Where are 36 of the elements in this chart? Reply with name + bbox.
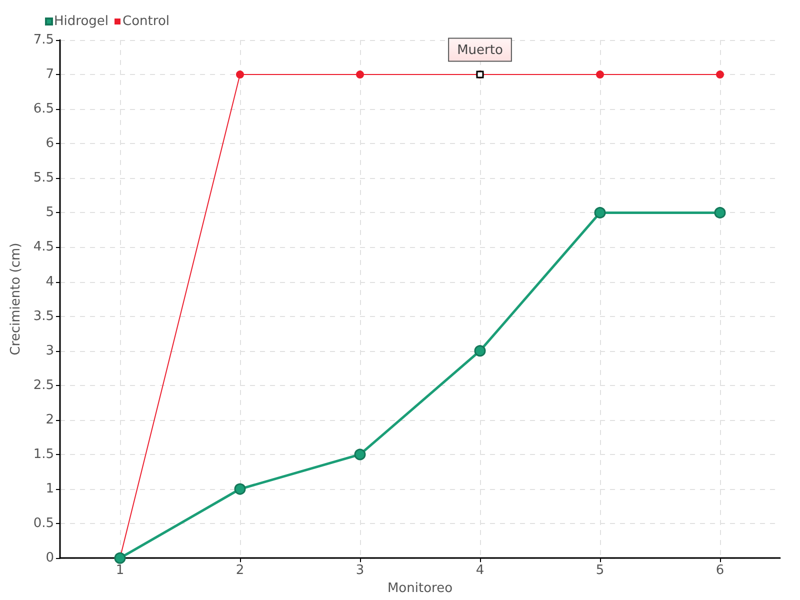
point bbox=[594, 206, 606, 218]
annotation: Muerto bbox=[457, 42, 503, 58]
x-tick-label: 6 bbox=[716, 563, 724, 578]
point bbox=[596, 70, 604, 79]
x-tick-label: 3 bbox=[356, 563, 364, 578]
y-tick-label: 0.5 bbox=[33, 516, 54, 532]
x-tick-label: 2 bbox=[236, 563, 244, 578]
point bbox=[356, 70, 364, 79]
point bbox=[354, 448, 366, 460]
y-tick-label: 5.5 bbox=[33, 170, 54, 186]
y-tick-label: 4 bbox=[46, 274, 54, 290]
y-tick-label: 1 bbox=[46, 482, 54, 497]
y-tick-label: 2.5 bbox=[33, 378, 54, 393]
point bbox=[236, 70, 244, 79]
x-tick-label: 1 bbox=[116, 563, 124, 578]
y-tick-label: 2 bbox=[46, 412, 54, 428]
legend-label: Control bbox=[122, 14, 170, 29]
y-tick-label: 1.5 bbox=[33, 446, 54, 462]
x-tick-label: 4 bbox=[476, 563, 484, 578]
x-axis-title: Monitoreo bbox=[387, 581, 453, 596]
y-tick-label: 0 bbox=[46, 550, 54, 566]
y-tick-label: 7 bbox=[46, 67, 54, 82]
x-tick-label: 5 bbox=[596, 563, 604, 578]
y-tick-label: 3.5 bbox=[33, 308, 54, 324]
point bbox=[716, 70, 724, 79]
y-tick-label: 3 bbox=[46, 343, 54, 358]
y-tick-label: 4.5 bbox=[33, 240, 54, 255]
y-tick-label: 5 bbox=[46, 205, 54, 220]
y-tick-label: 7.5 bbox=[33, 32, 54, 48]
y-axis-title: Crecimiento (cm) bbox=[8, 242, 24, 356]
legend-label: Hidrogel bbox=[54, 14, 109, 29]
point bbox=[714, 206, 726, 218]
y-tick-label: 6.5 bbox=[33, 102, 54, 117]
y-tick-label: 6 bbox=[46, 136, 54, 152]
point bbox=[234, 483, 246, 495]
point bbox=[474, 345, 486, 357]
